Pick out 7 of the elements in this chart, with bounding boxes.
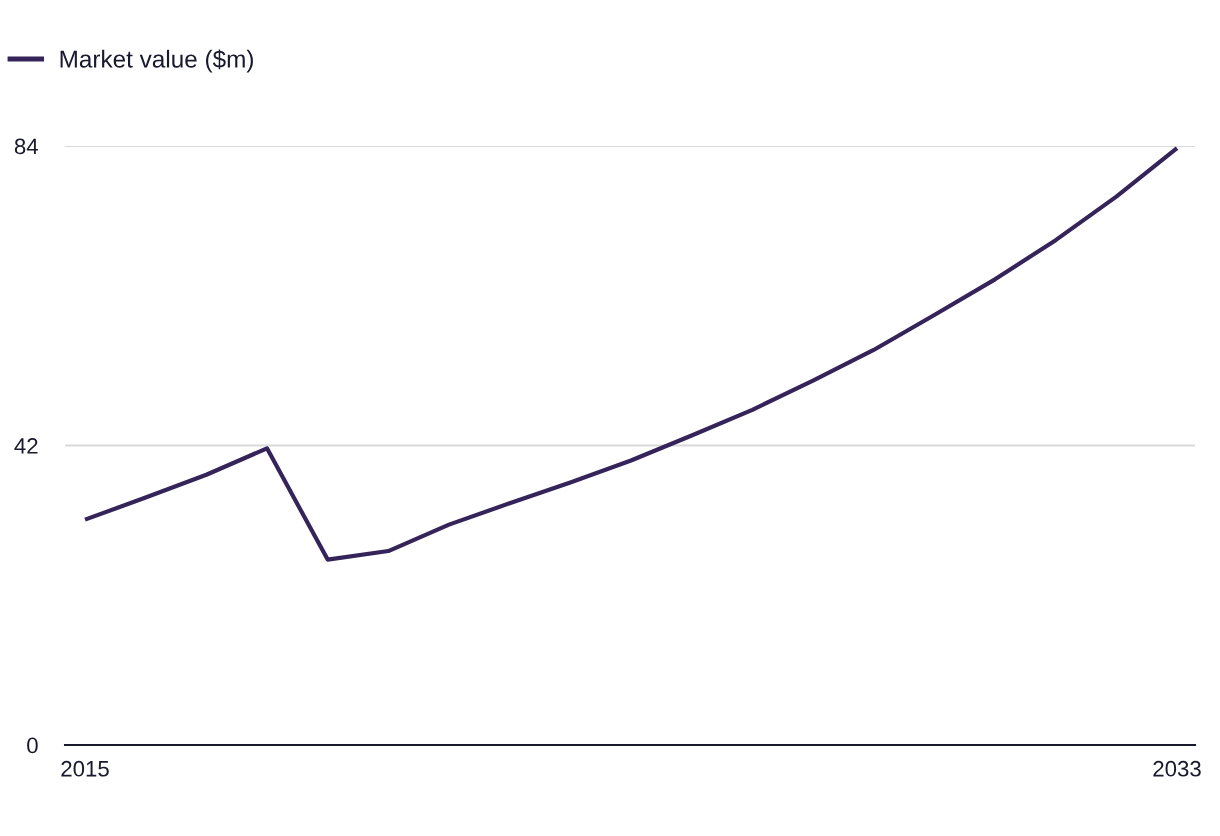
y-tick-label: 0 [27,737,38,754]
legend-label: Market value ($m) [60,49,253,73]
x-tick-label: 2033 [1153,760,1201,777]
line-series [82,146,1180,562]
y-tick-label: 42 [14,438,38,454]
y-tick-label: 84 [14,138,38,155]
x-tick-label: 2015 [61,760,109,777]
